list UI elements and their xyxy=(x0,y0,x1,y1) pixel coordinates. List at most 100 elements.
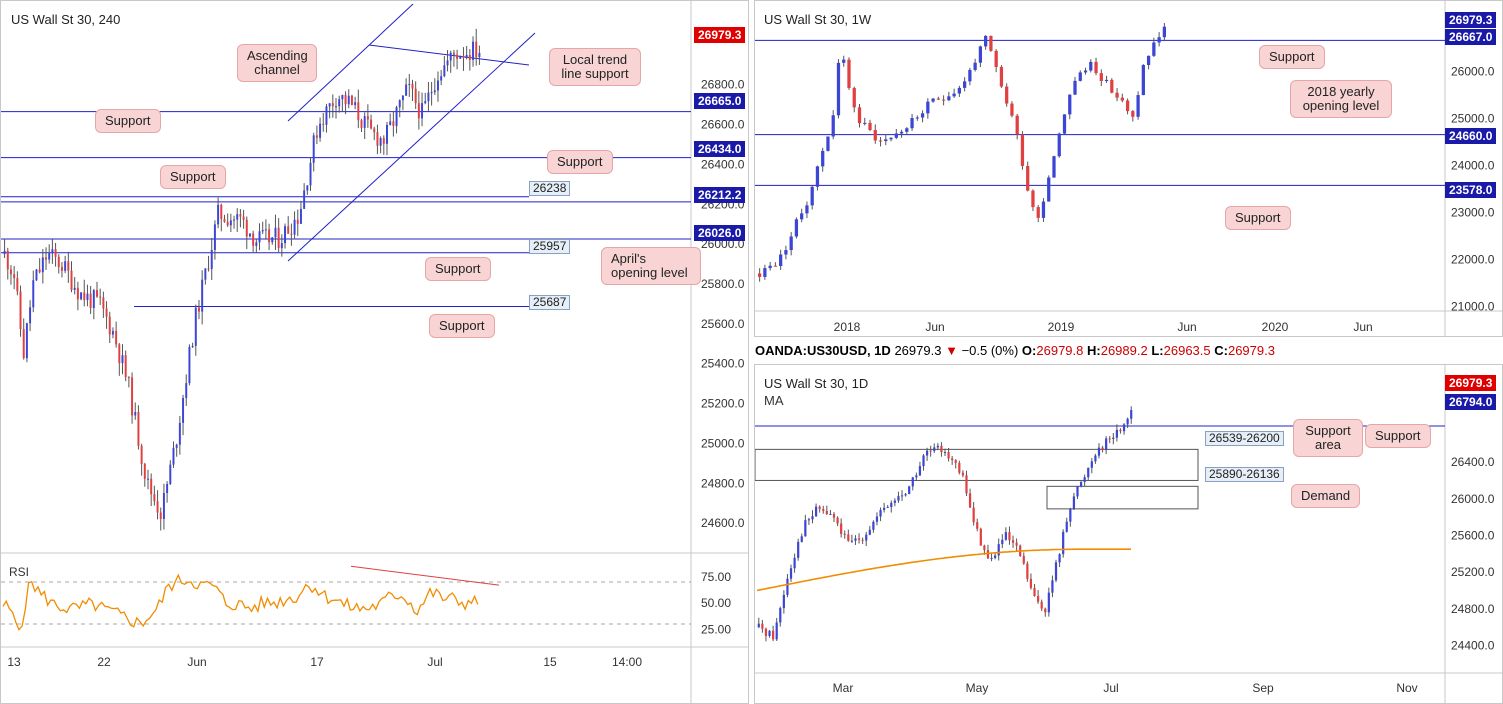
h4-chart-svg[interactable]: 26800.026600.026400.026200.026000.025800… xyxy=(1,1,749,704)
w1-chart-panel[interactable]: 26000.0 25000.0 24000.0 23000.0 22000.0 21000… xyxy=(754,0,1503,337)
d1-candle xyxy=(1122,424,1126,432)
h4-rsi-tick-label: 75.00 xyxy=(701,570,731,584)
d1-x-tick-label: Nov xyxy=(1396,681,1417,695)
h4-candle xyxy=(210,249,213,269)
h4-candle xyxy=(89,293,92,308)
w1-candle xyxy=(1015,115,1019,135)
high-label: H: xyxy=(1087,343,1101,358)
h4-candle xyxy=(45,257,48,260)
d1-candle xyxy=(814,506,818,517)
ascending-channel-callout: Ascending channel xyxy=(237,44,317,82)
w1-candle xyxy=(794,219,799,237)
w1-candle xyxy=(1089,61,1093,71)
h4-candle xyxy=(64,261,67,271)
h4-candle xyxy=(242,216,245,220)
aprils-opening-level-callout: April's opening level xyxy=(601,247,701,285)
h4-candle xyxy=(363,116,366,128)
h4-candle xyxy=(277,227,280,249)
support-callout: Support xyxy=(1259,45,1325,69)
d1-candle xyxy=(1008,532,1011,541)
w1-candle xyxy=(1052,156,1056,178)
d1-y-tick-label: 25600.0 xyxy=(1451,528,1495,542)
w1-candle xyxy=(863,122,867,124)
d1-candle xyxy=(779,608,782,623)
w1-candle xyxy=(763,268,767,277)
w1-candle xyxy=(842,59,846,63)
h4-candle xyxy=(54,249,57,257)
d1-candle xyxy=(854,538,857,541)
support-callout: Support xyxy=(425,257,491,281)
h4-rsi-line xyxy=(2,573,479,631)
d1-candle xyxy=(875,516,879,522)
w1-y-tick-label: 26000.0 xyxy=(1451,65,1495,79)
h4-candle xyxy=(338,99,341,107)
d1-candle xyxy=(997,544,1000,556)
w1-candle xyxy=(1104,79,1109,82)
h4-candle xyxy=(459,56,462,59)
d1-candle xyxy=(879,509,882,517)
w1-candle xyxy=(800,213,804,220)
d1-chart-panel[interactable]: 26400.0 26000.0 25600.0 25200.0 24800.0 24400… xyxy=(754,364,1503,704)
h4-candle xyxy=(382,138,385,144)
h4-candle xyxy=(357,102,360,121)
w1-candle xyxy=(868,122,872,130)
h4-candle xyxy=(223,219,226,222)
d1-candle xyxy=(936,445,939,448)
d1-x-tick-label: Jul xyxy=(1103,681,1118,695)
h4-candle xyxy=(401,95,404,101)
d1-candle xyxy=(1044,608,1047,613)
d1-candle xyxy=(757,623,760,628)
h4-candle xyxy=(92,290,95,308)
w1-candle xyxy=(831,115,835,137)
w1-candle xyxy=(910,118,914,129)
w1-x-tick-label: Jun xyxy=(1353,320,1372,334)
d1-candle xyxy=(1072,496,1076,510)
d1-candle xyxy=(861,539,864,541)
h4-candle xyxy=(175,444,178,448)
h4-candle xyxy=(19,291,22,330)
w1-candle xyxy=(826,136,830,151)
h4-x-tick-label: Jun xyxy=(187,655,206,669)
d1-candle xyxy=(1001,539,1004,545)
h4-rsi-tick-label: 25.00 xyxy=(701,622,731,636)
w1-chart-svg[interactable]: 26000.0 25000.0 24000.0 23000.0 22000.0 21000… xyxy=(755,1,1503,337)
h4-candle xyxy=(440,76,443,81)
w1-level-label: 24660.0 xyxy=(1445,128,1497,144)
h4-candle xyxy=(137,412,140,446)
h4-candle xyxy=(9,269,12,275)
h4-candle xyxy=(124,355,127,378)
support-callout: Support xyxy=(429,314,495,338)
d1-candle xyxy=(1065,521,1068,532)
d1-candle xyxy=(804,520,807,537)
w1-chart-title: US Wall St 30, 1W xyxy=(764,12,872,27)
w1-candle xyxy=(1047,177,1051,202)
d1-candle xyxy=(1087,467,1090,478)
h4-candle xyxy=(430,92,433,94)
h4-y-tick-label: 24600.0 xyxy=(701,516,745,530)
h4-level-tag: 25957 xyxy=(529,239,571,254)
h4-candle xyxy=(35,269,38,281)
h4-level-label: 26665.0 xyxy=(694,93,746,109)
d1-candle xyxy=(1033,587,1036,596)
d1-candle xyxy=(954,460,957,463)
d1-candle xyxy=(911,477,914,487)
d1-chart-svg[interactable]: 26400.0 26000.0 25600.0 25200.0 24800.0 24400… xyxy=(755,365,1503,704)
w1-candle xyxy=(810,186,814,206)
h4-chart-panel[interactable]: 26800.0 26600.0 26400.0 26200.0 26000.0 25800… xyxy=(0,0,749,704)
d1-ma-label: MA xyxy=(764,393,784,408)
w1-candle xyxy=(1146,55,1151,65)
w1-candle xyxy=(1125,100,1130,112)
last-price: 26979.3 xyxy=(894,343,942,358)
h4-y-tick-label: 25800.0 xyxy=(701,277,745,291)
w1-candle xyxy=(999,66,1004,87)
d1-candle xyxy=(943,452,947,454)
d1-candle xyxy=(883,507,886,510)
h4-candle xyxy=(239,214,242,217)
support-callout: Support xyxy=(1225,206,1291,230)
h4-rsi-label: RSI xyxy=(9,565,29,579)
d1-candle xyxy=(1112,437,1115,440)
h4-candle xyxy=(233,219,236,221)
d1-candle xyxy=(947,452,950,459)
h4-candle xyxy=(159,512,162,519)
d1-candle xyxy=(829,513,832,515)
